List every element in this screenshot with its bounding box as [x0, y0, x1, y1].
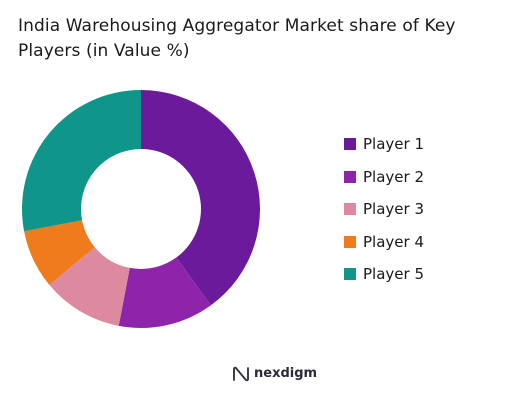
legend-label-1: Player 1	[363, 135, 424, 153]
legend-swatch-1	[344, 138, 356, 150]
brand-name: nexdigm	[254, 366, 318, 381]
legend-swatch-2	[344, 170, 356, 183]
legend-swatch-3	[344, 203, 356, 215]
legend-label-2: Player 2	[363, 167, 424, 186]
legend-swatch-4	[344, 235, 356, 248]
legend-label-5: Player 5	[363, 265, 424, 283]
nexdigm-logo-icon	[233, 366, 249, 382]
donut-slice-2	[118, 257, 211, 328]
chart-title: India Warehousing Aggregator Market shar…	[18, 16, 456, 61]
donut-slice-1	[141, 90, 260, 306]
donut-slice-4	[24, 220, 95, 285]
legend-swatch-5	[344, 268, 356, 280]
legend-label-4: Player 4	[363, 232, 424, 251]
legend-label-3: Player 3	[363, 200, 424, 218]
donut-slice-5	[21, 90, 141, 232]
donut-slice-3	[49, 247, 130, 326]
